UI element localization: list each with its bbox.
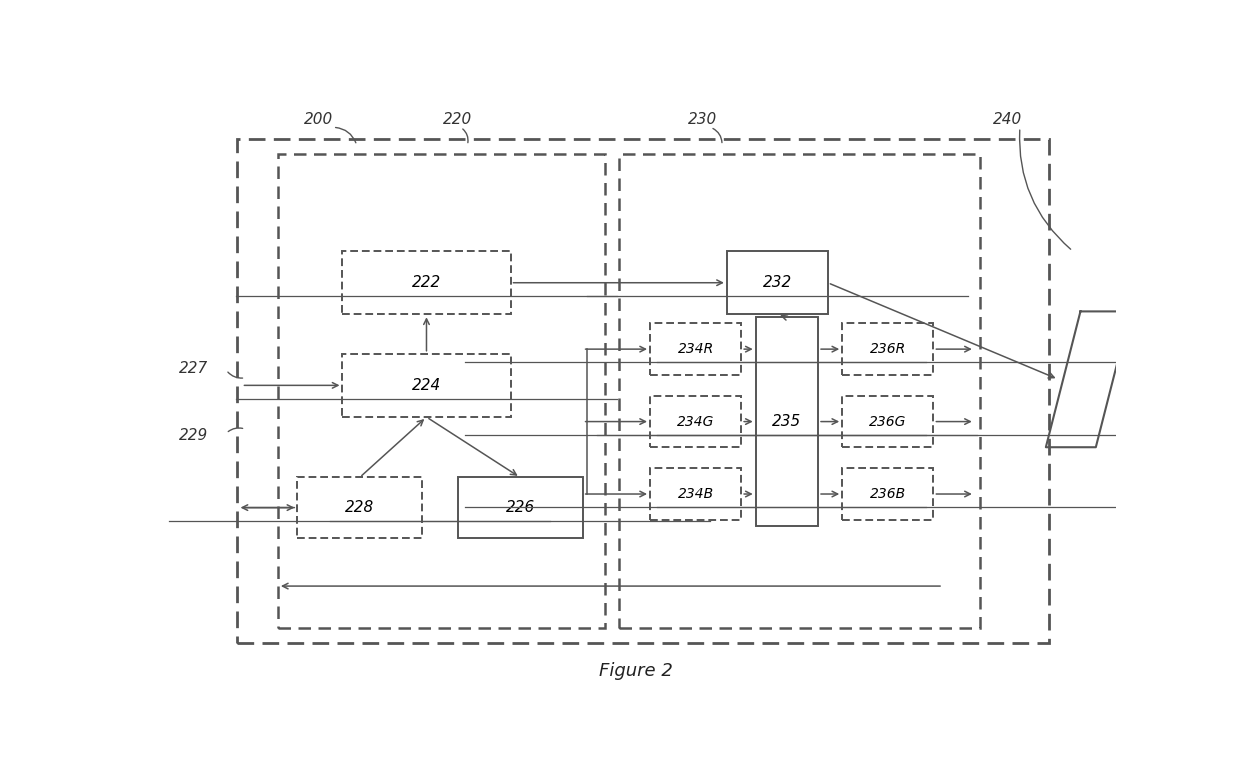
Text: 229: 229 (179, 427, 208, 443)
Bar (342, 354, 511, 417)
Bar (650, 396, 742, 447)
Text: 236R: 236R (869, 342, 906, 356)
Bar (278, 154, 605, 628)
Text: 234B: 234B (677, 487, 714, 501)
Bar (842, 324, 934, 375)
Text: 228: 228 (345, 500, 374, 515)
Bar (842, 396, 934, 447)
Text: 220: 220 (444, 112, 472, 127)
Bar (298, 477, 422, 538)
Text: 235: 235 (773, 414, 801, 429)
Bar (842, 468, 934, 520)
Text: 200: 200 (304, 112, 334, 127)
Text: 234R: 234R (677, 342, 714, 356)
Text: 230: 230 (688, 112, 718, 127)
Bar (650, 324, 742, 375)
Bar (727, 251, 828, 314)
Bar (458, 477, 583, 538)
Text: 226: 226 (506, 500, 534, 515)
Text: 236B: 236B (869, 487, 906, 501)
Bar (755, 318, 818, 526)
Bar (619, 154, 980, 628)
Bar (237, 140, 1049, 644)
Bar (650, 468, 742, 520)
Text: 240: 240 (993, 112, 1022, 127)
Text: Figure 2: Figure 2 (599, 662, 672, 680)
Bar (342, 251, 511, 314)
Text: 224: 224 (412, 378, 441, 393)
Text: 232: 232 (763, 275, 792, 290)
Text: 222: 222 (412, 275, 441, 290)
Text: 236G: 236G (869, 415, 906, 429)
Text: 234G: 234G (677, 415, 714, 429)
Text: 227: 227 (179, 361, 208, 376)
